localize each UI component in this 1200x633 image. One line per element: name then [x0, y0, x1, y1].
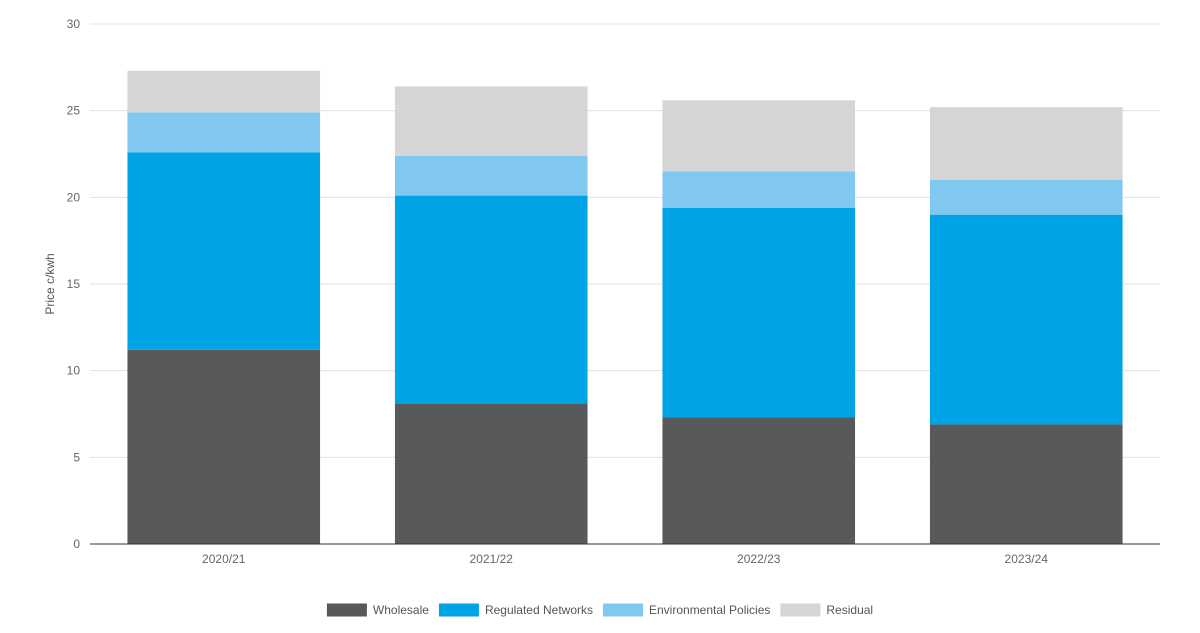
bars [127, 70, 1123, 544]
bar-segment [929, 107, 1123, 180]
legend-label: Environmental Policies [649, 603, 770, 617]
bar-segment [127, 70, 321, 113]
bar-segment [929, 424, 1123, 544]
legend-item: Environmental Policies [603, 603, 770, 617]
legend-item: Regulated Networks [438, 603, 593, 617]
x-tick-label: 2020/21 [202, 552, 246, 566]
bar-segment [929, 214, 1123, 425]
y-tick-label: 10 [67, 364, 81, 378]
legend-label: Regulated Networks [485, 603, 593, 617]
legend-item: Residual [780, 603, 873, 617]
bar-segment [394, 195, 588, 404]
axes: 0 5 10 15 20 25 30 2020/21 2021/22 2022/23 2023/24 [67, 17, 1160, 566]
bar-segment [394, 403, 588, 544]
y-tick-label: 25 [67, 104, 81, 118]
y-tick-label: 0 [73, 537, 80, 551]
bar-segment [929, 180, 1123, 215]
y-tick-label: 20 [67, 190, 81, 204]
x-tick-label: 2021/22 [470, 552, 514, 566]
y-tick-label: 15 [67, 277, 81, 291]
bar-segment [662, 207, 856, 418]
legend-item: Wholesale [326, 603, 429, 617]
bar-segment [127, 152, 321, 350]
legend: Wholesale Regulated Networks Environmental… [326, 603, 873, 617]
bar-segment [394, 155, 588, 196]
legend-label: Wholesale [373, 603, 429, 617]
y-tick-label: 5 [73, 450, 80, 464]
legend-swatch [438, 603, 479, 617]
bar-segment [662, 417, 856, 544]
bar-segment [662, 100, 856, 172]
legend-swatch [780, 603, 821, 617]
y-axis-title: Price c/kwh [43, 253, 57, 314]
x-tick-label: 2022/23 [737, 552, 781, 566]
x-tick-label: 2023/24 [1005, 552, 1049, 566]
legend-label: Residual [826, 603, 873, 617]
bar-segment [127, 112, 321, 153]
legend-swatch [326, 603, 367, 617]
bar-segment [127, 349, 321, 544]
bar-segment [662, 171, 856, 208]
y-tick-label: 30 [67, 17, 81, 31]
legend-swatch [603, 603, 643, 617]
bar-segment [394, 86, 588, 156]
